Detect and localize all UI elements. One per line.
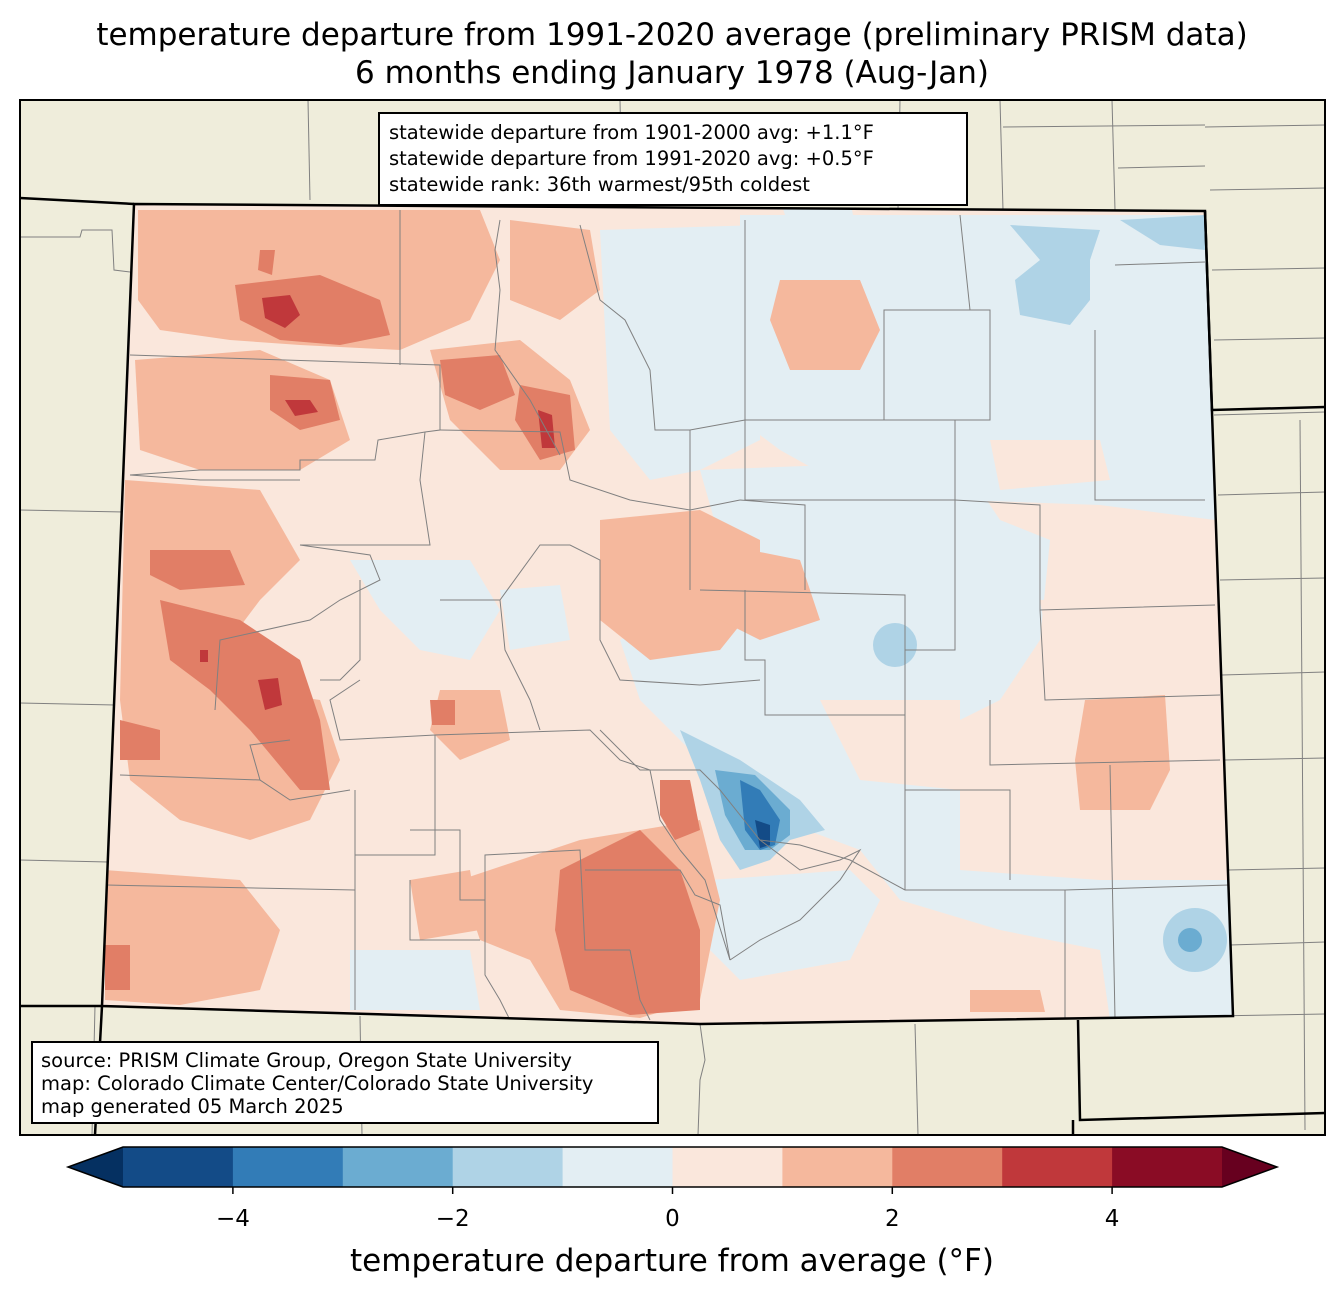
- stats-departure-1901-2000: statewide departure from 1901-2000 avg: …: [389, 121, 874, 144]
- colorbar-under-arrow: [68, 1147, 123, 1187]
- neighbor-county-lines: [20, 100, 1325, 1135]
- colorbar-tick-label-3: 2: [884, 1206, 900, 1232]
- colorbar-bin-6: [782, 1147, 893, 1187]
- source-attribution-box: source: PRISM Climate Group, Oregon Stat…: [31, 1041, 659, 1124]
- colorbar-tick-label-1: −2: [435, 1206, 470, 1232]
- anomaly-zone-3-to-4: [200, 295, 555, 710]
- colorbar-tick-label-0: −4: [215, 1206, 250, 1232]
- colorbar-bin-0: [123, 1147, 234, 1187]
- map-frame-border: [19, 99, 1326, 1136]
- statewide-stats-box: statewide departure from 1901-2000 avg: …: [378, 112, 968, 206]
- colorbar-bin-7: [892, 1147, 1003, 1187]
- colorbar-bin-5: [672, 1147, 783, 1187]
- colorado-county-lines: [104, 210, 1231, 1021]
- temperature-anomaly-field: [102, 204, 1233, 1024]
- map-credit-line: map: Colorado Climate Center/Colorado St…: [41, 1072, 594, 1095]
- colorbar-bin-1: [232, 1147, 344, 1187]
- colorbar-over-arrow: [1222, 1147, 1277, 1187]
- colorbar-bin-2: [342, 1147, 454, 1187]
- colorbar-bin-4: [562, 1147, 673, 1187]
- anomaly-cold-cluster: [680, 730, 825, 870]
- neighbor-state-borders: [20, 196, 1325, 1135]
- source-line: source: PRISM Climate Group, Oregon Stat…: [41, 1049, 572, 1072]
- stats-departure-1991-2020: statewide departure from 1991-2020 avg: …: [389, 147, 874, 170]
- colorbar-bin-3: [452, 1147, 564, 1187]
- anomaly-zone-0-to-1-east: [820, 440, 1220, 790]
- colorbar-bin-9: [1112, 1147, 1223, 1187]
- colorbar-label: temperature departure from average (°F): [350, 1243, 994, 1279]
- map-title-line2: 6 months ending January 1978 (Aug-Jan): [355, 55, 989, 91]
- colorbar-bin-8: [1002, 1147, 1113, 1187]
- anomaly-zone-minus3-to-minus2-east: [1178, 928, 1202, 952]
- colorado-state-border: [100, 202, 1235, 1026]
- colorbar-outline: [65, 1146, 1280, 1188]
- colorbar-tick-label-4: 4: [1104, 1206, 1120, 1232]
- anomaly-zone-2-to-3: [105, 250, 700, 1015]
- map-title-line1: temperature departure from 1991-2020 ave…: [96, 17, 1248, 53]
- stats-rank: statewide rank: 36th warmest/95th coldes…: [389, 173, 810, 196]
- colorbar-bins: [123, 1147, 1223, 1187]
- map-frame: [20, 100, 1325, 1135]
- colorbar-tick-marks: [232, 1187, 1113, 1194]
- colorbar-tick-label-2: 0: [665, 1206, 680, 1232]
- generated-date-line: map generated 05 March 2025: [41, 1095, 344, 1118]
